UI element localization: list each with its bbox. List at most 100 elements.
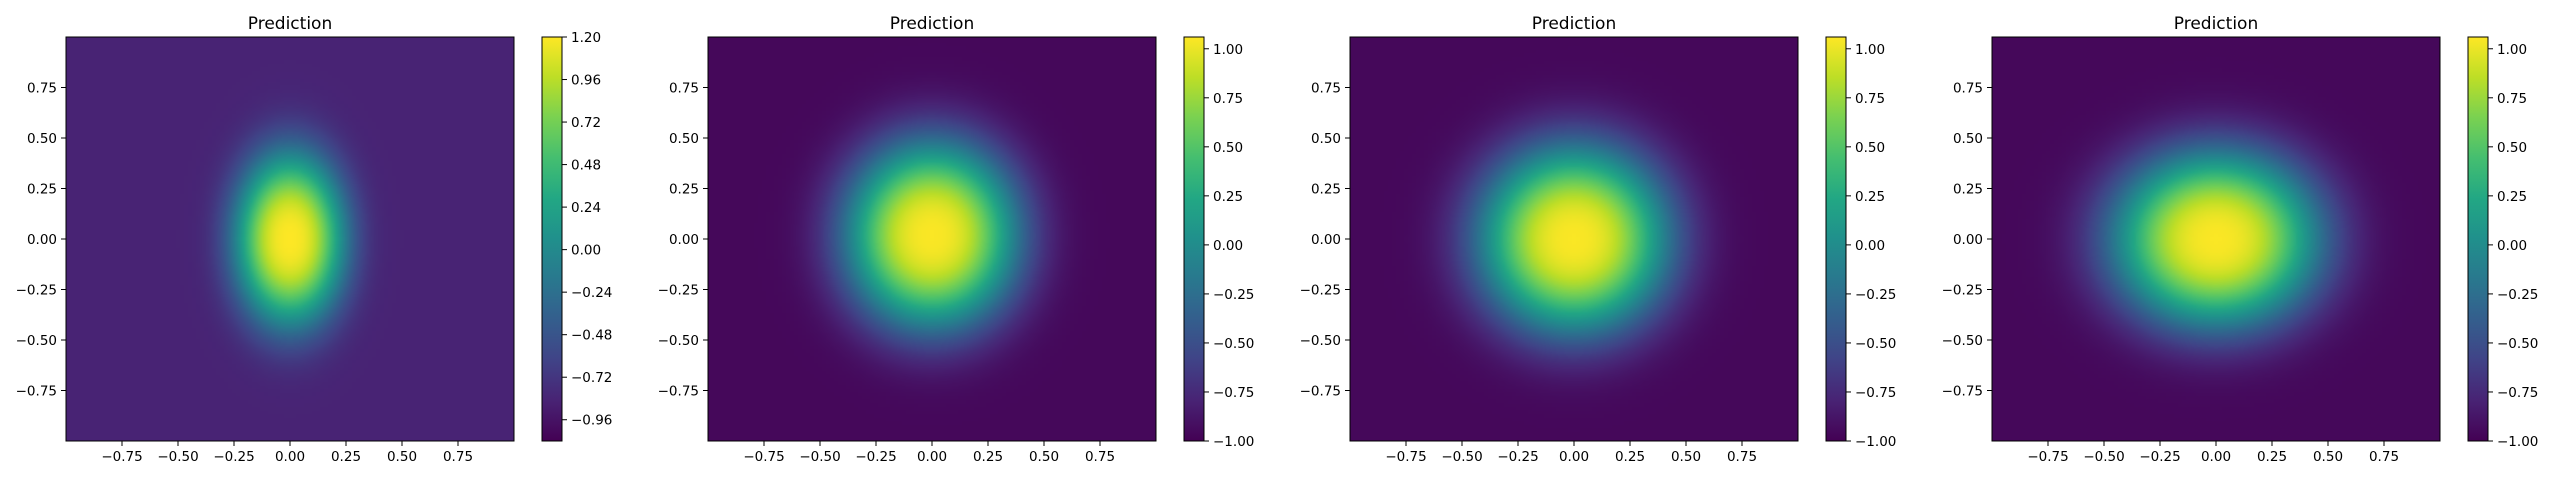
- y-tick-label: −0.25: [1942, 283, 1983, 299]
- colorbar-tick-label: 1.00: [1855, 42, 1885, 58]
- colorbar-tick-label: −0.25: [2497, 287, 2538, 303]
- y-tick-label: 0.50: [669, 131, 699, 147]
- x-tick-label: −0.75: [2027, 449, 2068, 465]
- y-tick-label: −0.75: [1300, 384, 1341, 400]
- colorbar-tick-label: 0.00: [1213, 238, 1243, 254]
- x-tick-label: −0.25: [2139, 449, 2180, 465]
- colorbar-tick-label: 0.72: [571, 115, 601, 131]
- x-tick-label: 0.00: [275, 449, 305, 465]
- prediction-panel-3: Prediction −0.75 −0.50 −0.25 0.00 0.25 0.50 0.7…: [1300, 14, 1897, 465]
- colorbar-tick-label: 0.25: [2497, 189, 2527, 205]
- x-tick-label: 0.25: [331, 449, 361, 465]
- colorbar-tick-label: −0.50: [1213, 336, 1254, 352]
- x-tick-label: 0.75: [1085, 449, 1115, 465]
- y-tick-label: −0.50: [1942, 333, 1983, 349]
- colorbar-tick-label: 0.50: [1213, 140, 1243, 156]
- colorbar-tick-label: 0.48: [571, 158, 601, 174]
- chart-title: Prediction: [2174, 14, 2258, 34]
- x-tick-label: −0.50: [799, 449, 840, 465]
- x-tick-label: −0.25: [855, 449, 896, 465]
- y-tick-label: −0.75: [658, 384, 699, 400]
- colorbar-tick-label: −0.75: [2497, 385, 2538, 401]
- x-tick-label: −0.50: [1441, 449, 1482, 465]
- y-tick-label: 0.50: [1311, 131, 1341, 147]
- chart-title: Prediction: [1532, 14, 1616, 34]
- chart-title: Prediction: [248, 14, 332, 34]
- y-tick-label: −0.25: [16, 283, 57, 299]
- y-tick-label: −0.75: [1942, 384, 1983, 400]
- y-tick-label: −0.25: [658, 283, 699, 299]
- colorbar-tick-label: −0.75: [1855, 385, 1896, 401]
- x-tick-label: −0.25: [1497, 449, 1538, 465]
- y-tick-label: 0.75: [1953, 81, 1983, 97]
- colorbar: [1183, 36, 1205, 442]
- y-tick-label: −0.50: [1300, 333, 1341, 349]
- colorbar-tick-label: −0.24: [571, 285, 612, 301]
- y-tick-label: 0.50: [1953, 131, 1983, 147]
- y-tick-label: 0.00: [1311, 232, 1341, 248]
- colorbar: [1825, 36, 1847, 442]
- y-tick-label: −0.50: [658, 333, 699, 349]
- y-tick-label: 0.25: [1953, 182, 1983, 198]
- x-tick-label: −0.50: [157, 449, 198, 465]
- x-tick-label: 0.75: [2369, 449, 2399, 465]
- colorbar-tick-label: −0.25: [1213, 287, 1254, 303]
- colorbar-tick-label: −0.50: [2497, 336, 2538, 352]
- colorbar-tick-label: 0.50: [2497, 140, 2527, 156]
- y-tick-label: 0.50: [27, 131, 57, 147]
- heatmap-image: [1992, 37, 2440, 441]
- colorbar-tick-label: −1.00: [1213, 434, 1254, 450]
- colorbar-tick-label: 1.00: [2497, 42, 2527, 58]
- x-tick-label: −0.75: [743, 449, 784, 465]
- x-tick-label: 0.25: [2257, 449, 2287, 465]
- x-tick-label: 0.25: [1615, 449, 1645, 465]
- x-tick-label: −0.75: [101, 449, 142, 465]
- x-tick-label: −0.75: [1385, 449, 1426, 465]
- x-tick-label: 0.50: [387, 449, 417, 465]
- x-tick-label: 0.50: [1671, 449, 1701, 465]
- colorbar-tick-label: −0.96: [571, 413, 612, 429]
- x-tick-label: 0.50: [1029, 449, 1059, 465]
- colorbar-tick-label: 1.00: [1213, 42, 1243, 58]
- x-tick-label: 0.75: [443, 449, 473, 465]
- y-tick-label: 0.75: [27, 81, 57, 97]
- x-tick-label: 0.00: [1559, 449, 1589, 465]
- y-tick-label: −0.75: [16, 384, 57, 400]
- colorbar-tick-label: 0.75: [1855, 91, 1885, 107]
- colorbar-tick-label: 1.20: [571, 30, 601, 46]
- x-tick-label: 0.00: [2201, 449, 2231, 465]
- y-tick-label: 0.75: [1311, 81, 1341, 97]
- colorbar-tick-label: 0.00: [571, 243, 601, 259]
- colorbar-tick-label: −1.00: [1855, 434, 1896, 450]
- colorbar-tick-label: −0.48: [571, 328, 612, 344]
- x-tick-label: −0.25: [213, 449, 254, 465]
- colorbar: [2467, 36, 2489, 442]
- y-tick-label: −0.25: [1300, 283, 1341, 299]
- colorbar-tick-label: −0.25: [1855, 287, 1896, 303]
- y-tick-label: 0.00: [27, 232, 57, 248]
- colorbar-tick-label: 0.75: [2497, 91, 2527, 107]
- prediction-panel-1: Prediction −0.75 −0.50 −0.25 0.00 0.25 0.50 0.7…: [16, 14, 613, 465]
- x-tick-label: 0.00: [917, 449, 947, 465]
- x-tick-label: 0.50: [2313, 449, 2343, 465]
- colorbar-tick-label: −0.50: [1855, 336, 1896, 352]
- prediction-panel-2: Prediction −0.75 −0.50 −0.25 0.00 0.25 0.50 0.7…: [658, 14, 1255, 465]
- x-tick-label: 0.75: [1727, 449, 1757, 465]
- colorbar: [541, 36, 563, 442]
- prediction-panel-4: Prediction −0.75 −0.50 −0.25 0.00 0.25 0.50 0.7…: [1942, 14, 2539, 465]
- x-tick-label: −0.50: [2083, 449, 2124, 465]
- y-tick-label: −0.50: [16, 333, 57, 349]
- y-tick-label: 0.00: [669, 232, 699, 248]
- y-tick-label: 0.75: [669, 81, 699, 97]
- y-tick-label: 0.25: [1311, 182, 1341, 198]
- colorbar-tick-label: −0.75: [1213, 385, 1254, 401]
- colorbar-tick-label: −0.72: [571, 370, 612, 386]
- chart-title: Prediction: [890, 14, 974, 34]
- colorbar-tick-label: 0.25: [1213, 189, 1243, 205]
- colorbar-tick-label: 0.24: [571, 200, 601, 216]
- colorbar-tick-label: 0.25: [1855, 189, 1885, 205]
- x-tick-label: 0.25: [973, 449, 1003, 465]
- heatmap-image: [66, 37, 514, 441]
